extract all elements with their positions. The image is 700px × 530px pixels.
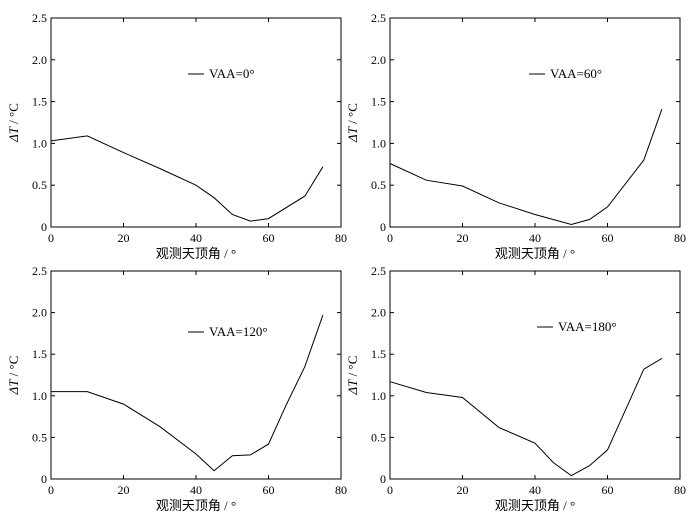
y-tick-label: 2.0 [371,306,386,320]
y-axis-unit: / °C [345,356,360,380]
y-axis-variable: ΔT [6,379,21,396]
x-tick-label: 40 [190,483,202,497]
y-tick-label: 1.0 [371,389,386,403]
y-tick-label: 0.5 [371,430,386,444]
series-line [389,108,663,226]
chart-panel-3: 0 0.5 1.0 1.5 2.0 2.5 0 20 40 60 80 观测天顶角 / ° ΔT / °… [6,264,347,513]
x-tick-label: 80 [335,483,347,497]
x-tick-label: 20 [457,483,469,497]
y-tick-label: 1.0 [371,136,386,150]
x-axis-title: 观测天顶角 / ° [495,498,575,513]
x-axis-title: 观测天顶角 / ° [156,498,236,513]
x-axis-title: 观测天顶角 / ° [156,246,236,261]
y-axis-unit: / °C [345,103,360,127]
x-tick-label: 40 [190,231,202,245]
y-tick-label: 0.5 [371,178,386,192]
y-axis-title: ΔT / °C [6,103,21,143]
y-tick-label: 2.0 [371,53,386,67]
x-tick-label: 80 [335,231,347,245]
plot-frame [389,270,681,480]
y-axis-variable: ΔT [6,126,21,143]
legend-label: VAA=180° [558,319,617,334]
y-axis-unit: / °C [6,103,21,127]
chart-panel-1: 0 0.5 1.0 1.5 2.0 2.5 0 20 40 60 80 观测天顶角 / ° ΔT / °… [6,11,347,261]
x-tick-label: 40 [529,483,541,497]
x-tick-label: 0 [48,483,54,497]
plot-frame [50,270,342,480]
y-tick-label: 2.0 [32,53,47,67]
x-tick-label: 20 [118,483,130,497]
y-axis-title: ΔT / °C [6,356,21,396]
legend-label: VAA=0° [209,66,255,81]
x-tick-label: 60 [602,231,614,245]
y-tick-label: 0.5 [32,178,47,192]
y-tick-label: 0.5 [32,430,47,444]
series-line [389,357,663,477]
y-tick-label: 2.5 [371,264,386,278]
plot-frame [50,17,342,228]
legend-label: VAA=120° [209,324,268,339]
y-tick-label: 1.5 [371,347,386,361]
y-tick-label: 2.0 [32,306,47,320]
x-axis-title: 观测天顶角 / ° [495,246,575,261]
y-tick-label: 1.0 [32,389,47,403]
y-axis-variable: ΔT [345,126,360,143]
y-tick-label: 1.0 [32,136,47,150]
x-tick-label: 80 [674,231,686,245]
series-line [51,314,324,472]
y-axis-title: ΔT / °C [345,356,360,396]
y-tick-label: 2.5 [32,11,47,25]
y-tick-label: 2.5 [371,11,386,25]
x-tick-label: 40 [529,231,541,245]
y-axis-unit: / °C [6,356,21,380]
x-tick-label: 60 [263,231,275,245]
y-tick-label: 1.5 [32,95,47,109]
y-axis-variable: ΔT [345,379,360,396]
y-tick-label: 0 [380,220,386,234]
y-tick-label: 0 [380,472,386,486]
chart-panel-2: 0 0.5 1.0 1.5 2.0 2.5 0 20 40 60 80 观测天顶角 / ° ΔT / °… [345,11,686,261]
y-tick-label: 2.5 [32,264,47,278]
x-tick-label: 60 [602,483,614,497]
x-tick-label: 20 [457,231,469,245]
x-tick-label: 0 [387,483,393,497]
y-tick-label: 1.5 [32,347,47,361]
x-tick-label: 60 [263,483,275,497]
x-tick-label: 20 [118,231,130,245]
y-axis-title: ΔT / °C [345,103,360,143]
series-line [50,135,324,222]
x-tick-label: 80 [674,483,686,497]
chart-panel-4: 0 0.5 1.0 1.5 2.0 2.5 0 20 40 60 80 观测天顶角 / ° ΔT / °… [345,264,686,513]
plot-frame [389,17,681,228]
x-tick-label: 0 [48,231,54,245]
y-tick-label: 0 [41,220,47,234]
legend-label: VAA=60° [550,66,602,81]
y-tick-label: 1.5 [371,95,386,109]
y-tick-label: 0 [41,472,47,486]
x-tick-label: 0 [387,231,393,245]
